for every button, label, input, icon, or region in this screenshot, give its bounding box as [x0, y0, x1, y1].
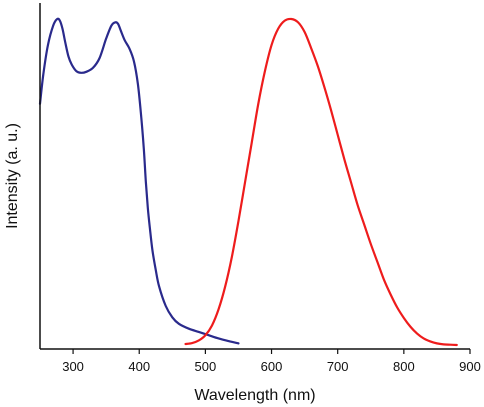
series-line-2: [184, 17, 458, 347]
x-tick-label: 300: [62, 359, 84, 374]
x-tick-label: 400: [128, 359, 150, 374]
x-tick-label: 700: [327, 359, 349, 374]
series-layer: [38, 17, 458, 347]
series-line-1: [38, 17, 240, 345]
x-axis-title: Wavelength (nm): [194, 387, 315, 404]
x-ticks: 300 400 500 600 700 800 900: [62, 349, 481, 374]
y-axis-title: Intensity (a. u.): [4, 123, 21, 229]
x-tick-label: 600: [261, 359, 283, 374]
x-tick-label: 500: [195, 359, 217, 374]
x-tick-label: 800: [393, 359, 415, 374]
x-tick-label: 900: [459, 359, 481, 374]
